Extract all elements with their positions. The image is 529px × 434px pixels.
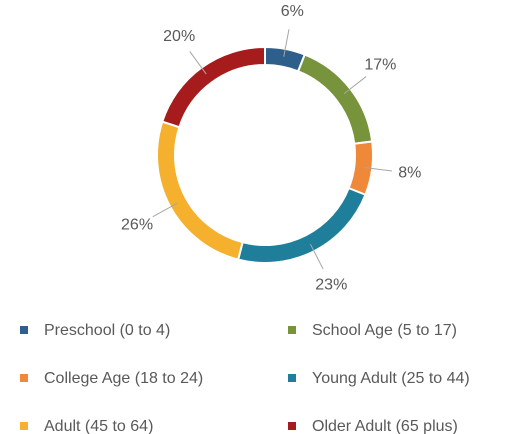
leader-line (364, 167, 393, 172)
legend-swatch (20, 326, 28, 334)
donut-segment (161, 45, 266, 129)
leader-line (283, 29, 290, 57)
legend-label: Young Adult (25 to 44) (312, 370, 470, 387)
donut-segment (236, 186, 367, 264)
legend-swatch (288, 422, 296, 430)
legend-label: Adult (45 to 64) (44, 418, 153, 434)
legend-swatch (20, 374, 28, 382)
data-label: 17% (364, 57, 396, 74)
leader-line (343, 76, 367, 95)
data-label: 20% (163, 28, 195, 45)
data-label: 6% (281, 3, 304, 20)
data-label: 23% (315, 276, 347, 293)
data-label: 8% (398, 165, 421, 182)
legend-label: College Age (18 to 24) (44, 370, 203, 387)
leader-line (152, 202, 178, 218)
legend-label: School Age (5 to 17) (312, 322, 457, 339)
donut-segment (156, 120, 244, 261)
legend-swatch (20, 422, 28, 430)
data-label: 26% (121, 217, 153, 234)
leader-line (309, 243, 324, 270)
legend-label: Older Adult (65 plus) (312, 418, 458, 434)
donut-segment (296, 53, 374, 145)
leader-line (189, 51, 207, 75)
legend-label: Preschool (0 to 4) (44, 322, 170, 339)
legend-swatch (288, 374, 296, 382)
legend-swatch (288, 326, 296, 334)
